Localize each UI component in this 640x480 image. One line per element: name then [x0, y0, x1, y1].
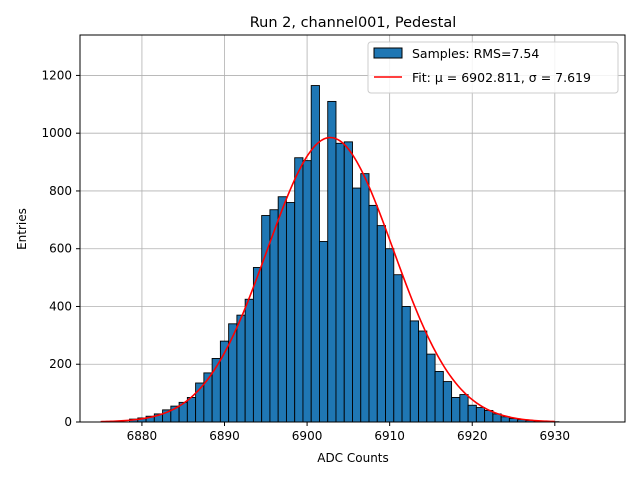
- histogram-bar: [451, 397, 461, 423]
- histogram-bar: [409, 320, 420, 423]
- legend-fit-label: Fit: μ = 6902.811, σ = 7.619: [412, 70, 591, 85]
- histogram-bar: [277, 196, 287, 423]
- x-axis-label: ADC Counts: [317, 451, 389, 465]
- fit-curve: [100, 136, 555, 423]
- histogram-bar: [310, 85, 320, 423]
- y-axis-ticks: 0 200 400 600 800 1000 1200: [41, 68, 80, 429]
- legend: Samples: RMS=7.54 Fit: μ = 6902.811, σ =…: [367, 41, 619, 94]
- legend-box: [367, 41, 619, 94]
- y-tick-label: 600: [49, 242, 72, 256]
- histogram-bar: [360, 173, 370, 423]
- x-tick-label: 6890: [209, 429, 240, 443]
- y-tick-label: 800: [49, 184, 72, 198]
- histogram-bar: [228, 323, 238, 423]
- x-tick-label: 6930: [540, 429, 571, 443]
- histogram-bar: [385, 248, 395, 423]
- histogram-bar: [236, 314, 246, 423]
- legend-samples-label: Samples: RMS=7.54: [412, 46, 539, 61]
- histogram-bar: [426, 353, 436, 423]
- y-tick-label: 0: [64, 415, 72, 429]
- y-axis-label: Entries: [15, 208, 29, 250]
- histogram-bar: [186, 397, 197, 423]
- y-tick-label: 1000: [41, 126, 72, 140]
- histogram-bar: [459, 394, 469, 423]
- chart-title: Run 2, channel001, Pedestal: [250, 15, 457, 31]
- histogram-bar: [244, 298, 254, 423]
- histogram-bar: [319, 241, 329, 423]
- histogram-bar: [327, 100, 337, 423]
- histogram-bar: [418, 330, 428, 423]
- histogram-bar: [368, 204, 378, 423]
- histogram-bar: [269, 209, 279, 423]
- histogram-bar: [467, 404, 477, 423]
- histogram-bar: [285, 202, 296, 423]
- histogram-bar: [401, 306, 411, 423]
- histogram-bar: [335, 142, 345, 423]
- y-tick-label: 200: [49, 357, 72, 371]
- histogram-bar: [302, 160, 312, 423]
- histogram-bar: [294, 157, 304, 423]
- histogram-bar: [475, 407, 486, 423]
- histogram-bar: [442, 381, 453, 423]
- x-tick-label: 6920: [457, 429, 488, 443]
- histogram-bar: [376, 225, 386, 423]
- histogram-bar: [352, 187, 362, 423]
- histogram-bar: [434, 371, 444, 423]
- x-tick-label: 6880: [127, 429, 158, 443]
- histogram-bars: [129, 85, 560, 423]
- x-axis-ticks: 6880 6890 6900 6910 6920 6930: [127, 422, 570, 443]
- histogram-bar: [252, 267, 263, 423]
- y-tick-label: 1200: [41, 68, 72, 82]
- histogram-bar: [343, 141, 353, 423]
- legend-samples-swatch: [373, 47, 403, 59]
- plot-frame: [79, 34, 626, 423]
- histogram-bar: [393, 274, 403, 423]
- x-tick-label: 6910: [374, 429, 405, 443]
- x-tick-label: 6900: [292, 429, 323, 443]
- y-tick-label: 400: [49, 299, 72, 313]
